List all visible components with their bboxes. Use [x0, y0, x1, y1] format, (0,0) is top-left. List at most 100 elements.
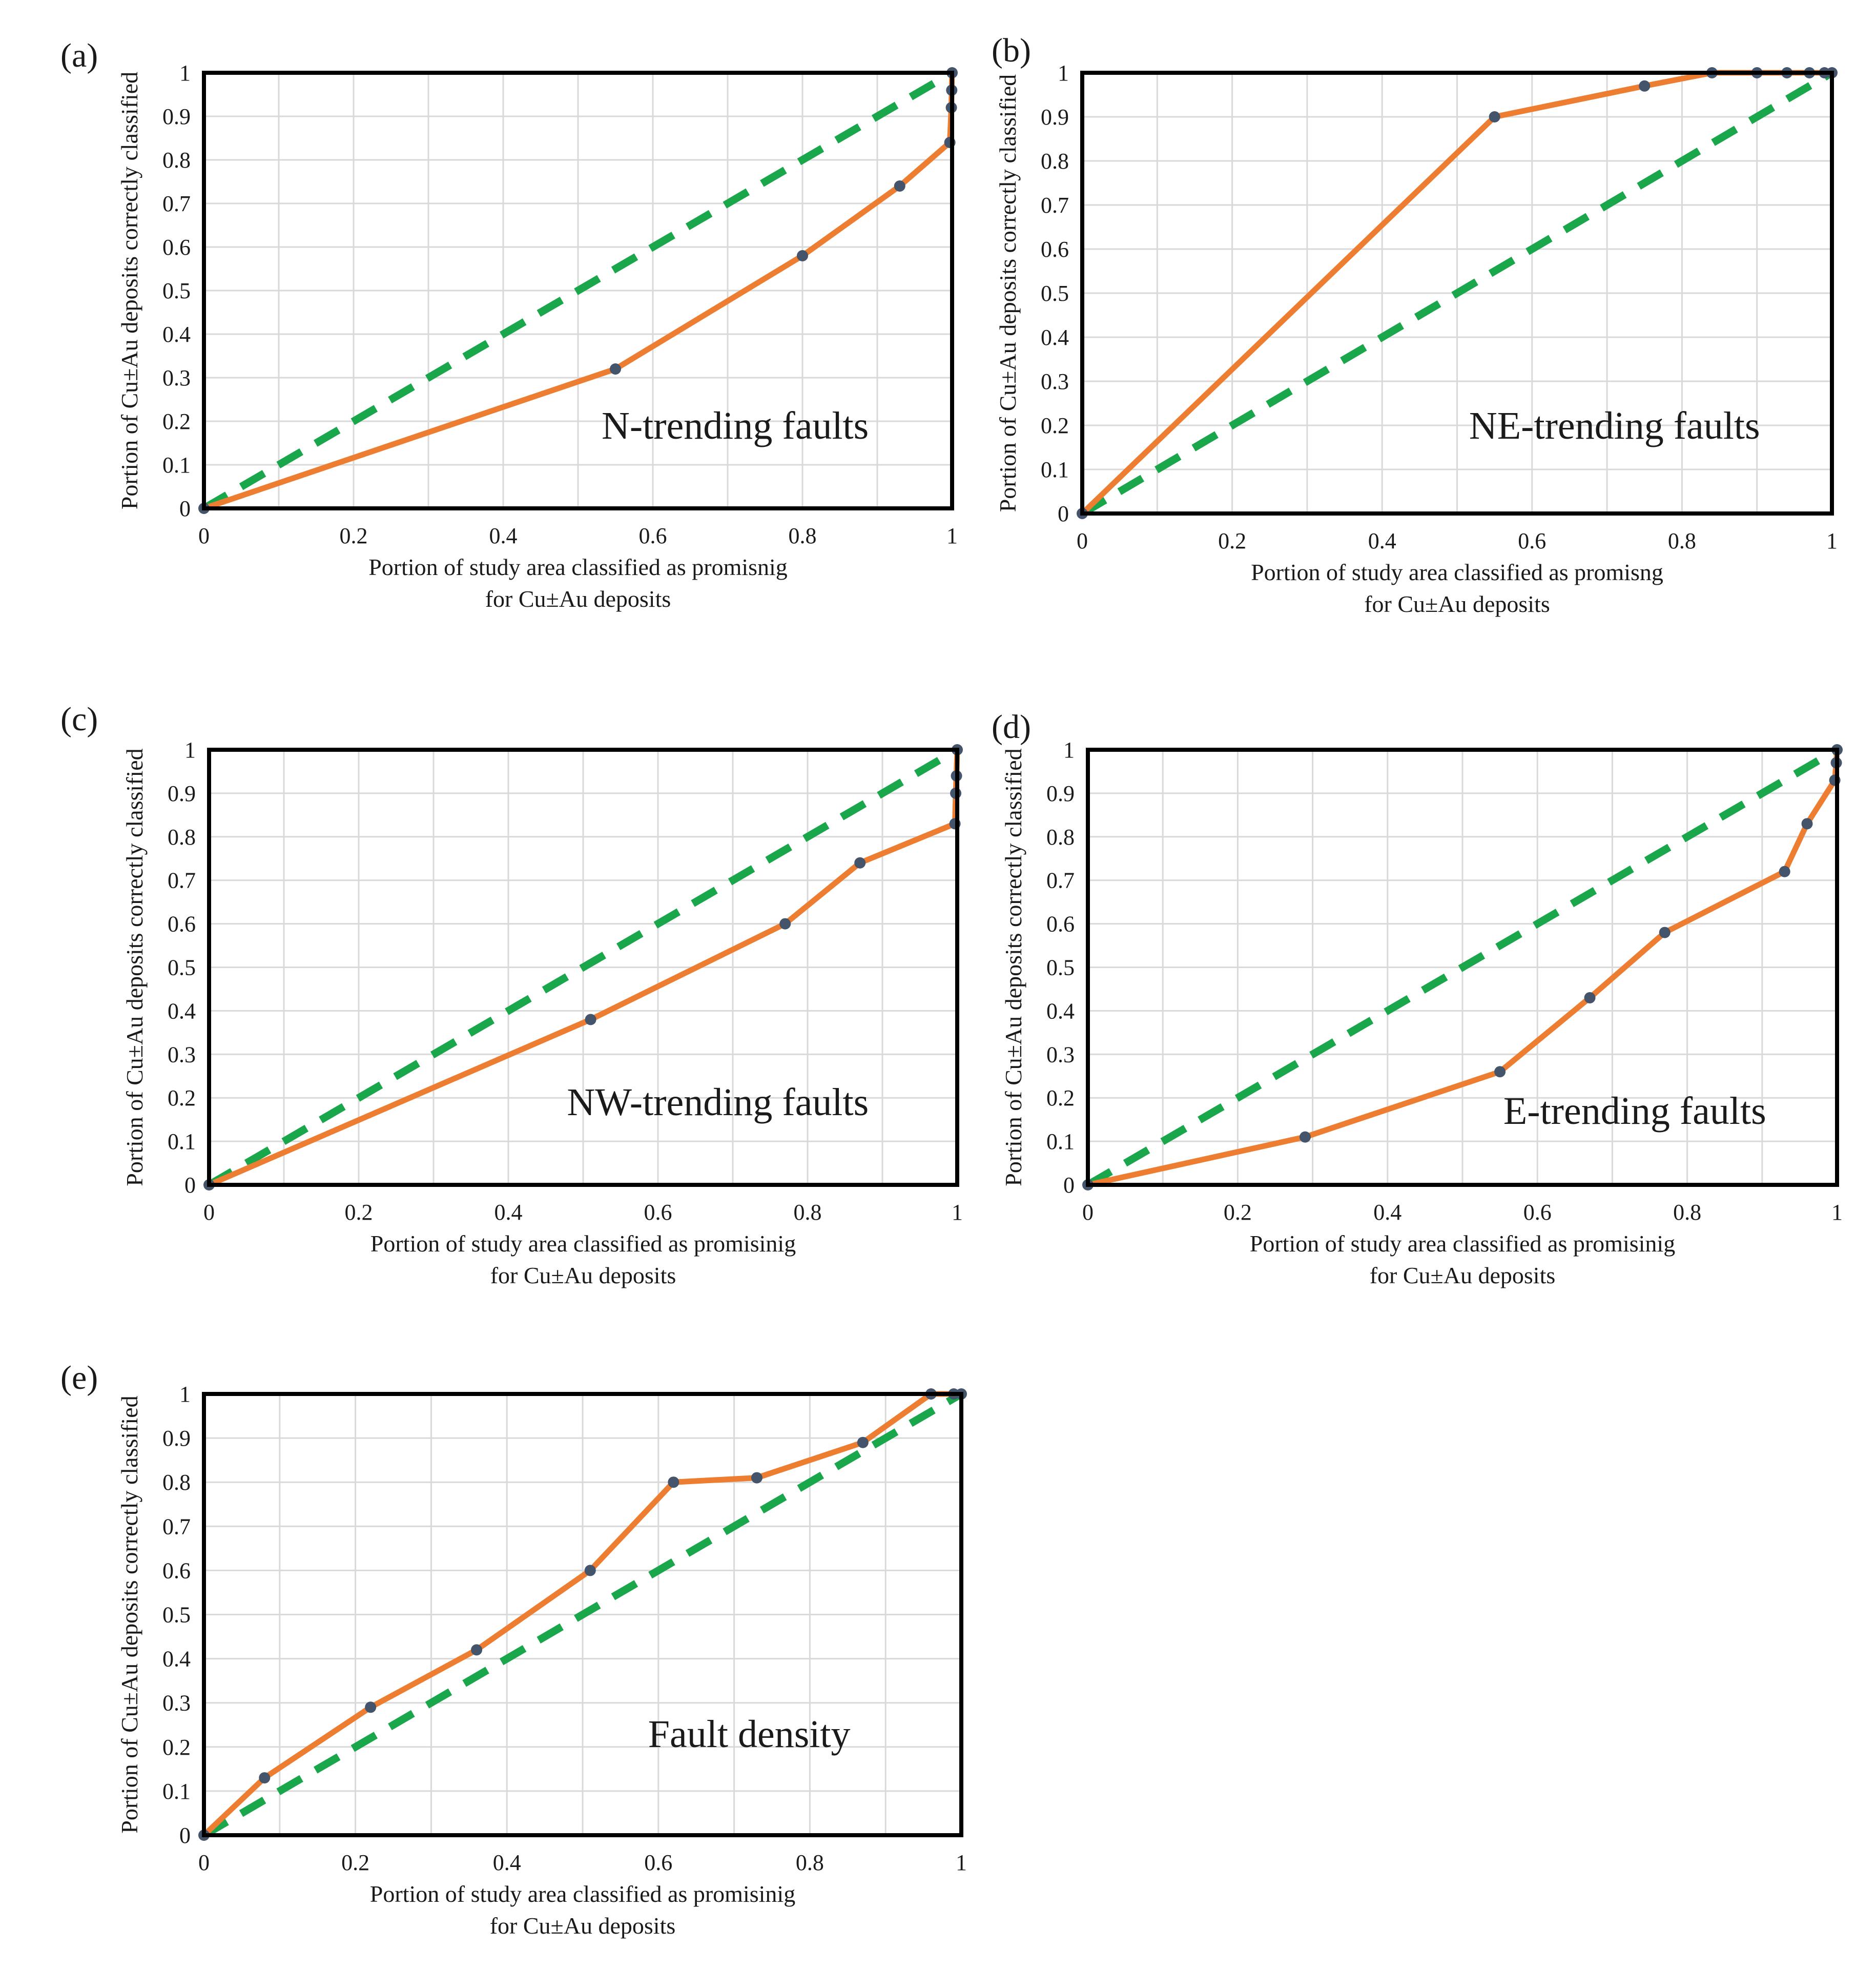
- x-tick-label: 0.2: [345, 1200, 373, 1225]
- panel-annotation: E-trending faults: [1503, 1090, 1766, 1133]
- data-point: [1659, 927, 1671, 938]
- x-tick-label: 1: [956, 1850, 967, 1875]
- y-tick-label: 1: [179, 60, 191, 86]
- x-tick-label: 0: [198, 523, 210, 548]
- y-tick-label: 0.3: [168, 1042, 196, 1067]
- panel-a: (a) 0 0.2 0.4 0.6 0.8 1 0 0.1 0.2 0.3 0.4 0.5 0.6 0.7 0…: [60, 37, 958, 612]
- y-tick-label: 0.4: [1041, 325, 1069, 350]
- y-axis-label: Portion of Cu±Au deposits correctly clas…: [116, 1395, 142, 1833]
- gridlines: [1082, 73, 1832, 514]
- x-axis-label: Portion of study area classified as prom…: [370, 1881, 795, 1907]
- y-tick-label: 1: [179, 1382, 191, 1407]
- y-tick-label: 0.7: [168, 868, 196, 893]
- panel-label: (e): [60, 1359, 98, 1397]
- y-tick-label: 0.1: [162, 1779, 191, 1804]
- y-tick-label: 0.5: [1046, 955, 1075, 980]
- x-tick-label: 0.6: [1523, 1200, 1552, 1225]
- y-tick-label: 0.8: [168, 825, 196, 850]
- panel-label: (c): [60, 701, 98, 738]
- x-tick-label: 1: [946, 523, 958, 548]
- y-tick-label: 0.4: [1046, 998, 1075, 1023]
- data-point: [779, 918, 791, 930]
- y-tick-label: 0.8: [1041, 149, 1069, 174]
- x-tick-label: 0: [1082, 1200, 1094, 1225]
- data-point: [585, 1014, 596, 1025]
- y-tick-label: 0.1: [1041, 457, 1069, 482]
- y-tick-label: 0.3: [162, 365, 191, 391]
- data-point: [1489, 111, 1500, 122]
- data-point: [751, 1472, 762, 1484]
- x-axis-label: for Cu±Au deposits: [1364, 591, 1550, 617]
- y-tick-label: 0.4: [162, 322, 191, 347]
- panel-c: (c) 0 0.2 0.4 0.6 0.8 1 0 0.1 0.2 0.3 0.4 0.5 0.6 0.7 0…: [60, 701, 963, 1288]
- reference-diagonal-line: [207, 746, 959, 1188]
- data-point: [1584, 992, 1596, 1003]
- x-tick-label: 0.8: [1668, 528, 1696, 553]
- data-point: [610, 363, 621, 375]
- x-tick-label: 0: [198, 1850, 210, 1875]
- data-point: [471, 1644, 483, 1656]
- x-tick-label: 0.4: [494, 1200, 523, 1225]
- reference-diagonal-line: [202, 1390, 963, 1839]
- y-tick-label: 0.7: [1041, 193, 1069, 218]
- x-axis-label: for Cu±Au deposits: [490, 1262, 676, 1288]
- x-tick-label: 0.8: [789, 523, 817, 548]
- x-axis-label: Portion of study area classified as prom…: [370, 1230, 796, 1257]
- data-point: [857, 1436, 869, 1448]
- y-tick-label: 0.3: [162, 1691, 191, 1716]
- x-tick-label: 1: [952, 1200, 963, 1225]
- y-tick-label: 0: [1058, 501, 1069, 526]
- y-tick-label: 0.9: [168, 781, 196, 806]
- panel-d: (d) 0 0.2 0.4 0.6 0.8 1 0 0.1 0.2 0.3 0.4 0.5 0.6 0.7 0…: [992, 708, 1843, 1288]
- y-tick-label: 0: [1063, 1173, 1075, 1198]
- data-point: [1494, 1066, 1506, 1078]
- y-tick-label: 1: [1063, 737, 1075, 763]
- y-tick-label: 0.8: [162, 1470, 191, 1495]
- y-tick-label: 0: [179, 496, 191, 521]
- x-tick-label: 0.4: [1373, 1200, 1401, 1225]
- data-point: [365, 1701, 377, 1713]
- y-tick-label: 0.7: [1046, 868, 1075, 893]
- panel-annotation: Fault density: [648, 1713, 851, 1756]
- data-point: [1639, 80, 1651, 92]
- y-tick-label: 0.6: [168, 912, 196, 937]
- x-axis-label: for Cu±Au deposits: [490, 1913, 676, 1939]
- plot-frame: [1080, 71, 1834, 516]
- y-tick-label: 0.2: [162, 409, 191, 434]
- x-axis-label: for Cu±Au deposits: [485, 586, 671, 612]
- y-axis-label: Portion of Cu±Au deposits correctly clas…: [1000, 748, 1026, 1186]
- data-point: [1801, 818, 1813, 830]
- y-axis-label: Portion of Cu±Au deposits correctly clas…: [121, 748, 148, 1186]
- x-tick-label: 0.2: [341, 1850, 369, 1875]
- y-tick-label: 0.5: [162, 278, 191, 303]
- y-tick-label: 0.4: [162, 1647, 191, 1672]
- panel-b: (b) 0 0.2 0.4 0.6 0.8 1 0 0.1 0.2 0.3 0.4 0.5 0.6 0.7 0…: [992, 32, 1838, 617]
- x-tick-label: 0.2: [340, 523, 368, 548]
- data-point: [584, 1565, 596, 1576]
- panel-label: (a): [60, 37, 98, 74]
- y-tick-label: 0.2: [1041, 413, 1069, 438]
- x-tick-label: 0.6: [1518, 528, 1546, 553]
- y-tick-label: 0: [184, 1173, 196, 1198]
- y-tick-label: 0.5: [168, 955, 196, 980]
- x-tick-label: 0.2: [1218, 528, 1246, 553]
- panel-annotation: NW-trending faults: [567, 1081, 869, 1124]
- data-point: [259, 1772, 271, 1784]
- plot-frame: [1086, 748, 1839, 1187]
- y-tick-label: 0.7: [162, 191, 191, 216]
- y-tick-label: 0.1: [1046, 1129, 1075, 1154]
- data-point: [854, 857, 866, 869]
- y-tick-label: 0.9: [162, 104, 191, 129]
- data-point: [1299, 1131, 1311, 1143]
- x-tick-label: 0: [1077, 528, 1088, 553]
- x-tick-label: 0: [203, 1200, 215, 1225]
- panel-label: (b): [992, 32, 1031, 69]
- y-tick-label: 0.6: [162, 1558, 191, 1583]
- y-tick-label: 0: [179, 1823, 191, 1848]
- plot-frame: [202, 71, 954, 510]
- x-tick-label: 1: [1831, 1200, 1843, 1225]
- y-tick-label: 0.6: [162, 235, 191, 260]
- y-tick-label: 0.6: [1046, 912, 1075, 937]
- y-tick-label: 0.2: [162, 1735, 191, 1760]
- data-point: [894, 180, 905, 192]
